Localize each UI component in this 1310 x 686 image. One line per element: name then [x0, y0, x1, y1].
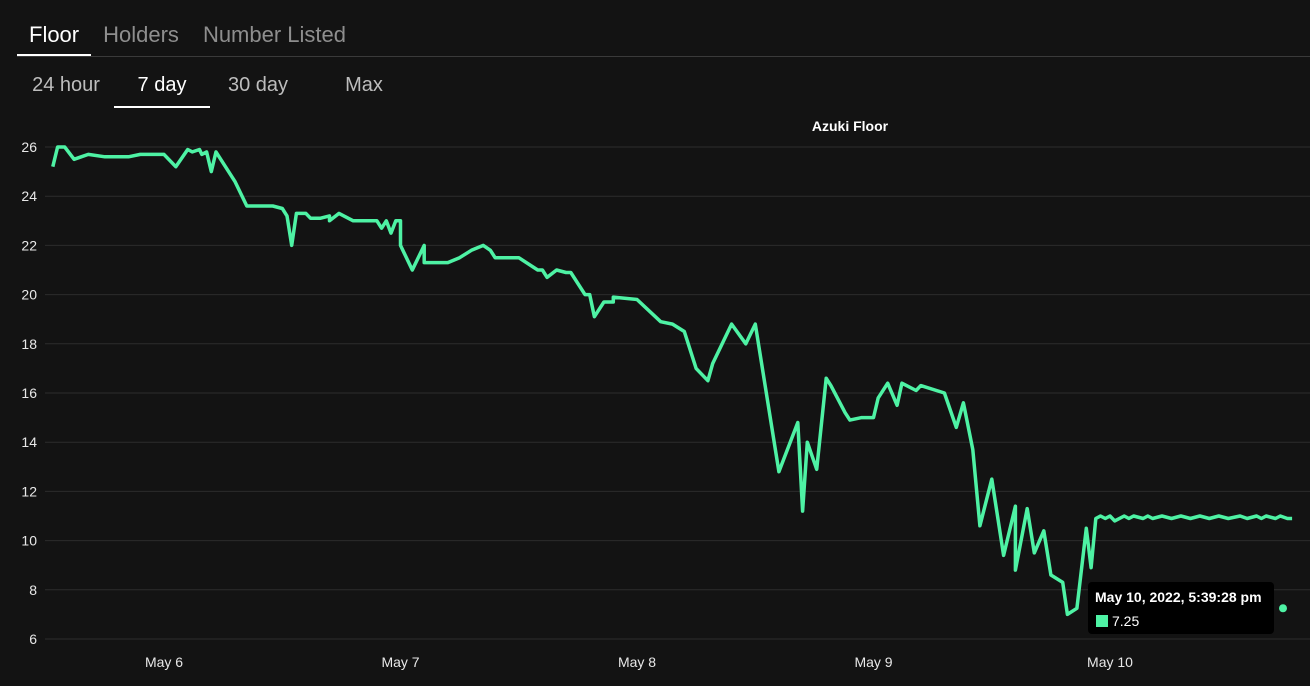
- x-tick-label: May 9: [854, 654, 892, 670]
- y-tick-label: 14: [21, 434, 37, 450]
- y-tick-label: 16: [21, 385, 37, 401]
- hover-point: [1279, 604, 1287, 613]
- tabs-divider: [17, 56, 1310, 57]
- data-tooltip: May 10, 2022, 5:39:28 pm 7.25: [1088, 582, 1274, 634]
- y-tick-label: 10: [21, 533, 37, 549]
- chart-title: Azuki Floor: [812, 118, 889, 134]
- gridlines: [45, 146, 1310, 640]
- range-7-day[interactable]: 7 day: [114, 70, 210, 108]
- tab-holders[interactable]: Holders: [103, 22, 179, 47]
- metric-tabs: Floor Holders Number Listed: [17, 18, 358, 56]
- time-range-tabs: 24 hour 7 day 30 day Max: [18, 70, 412, 108]
- y-tick-label: 18: [21, 336, 37, 352]
- y-axis-ticks: 6 8 10 12 14 16 18 20 22 24 26: [21, 139, 37, 647]
- y-tick-label: 20: [21, 287, 37, 303]
- tooltip-value: 7.25: [1112, 613, 1140, 629]
- tab-floor[interactable]: Floor: [17, 18, 92, 56]
- x-axis-ticks: May 6 May 7 May 8 May 9 May 10: [145, 654, 1133, 670]
- tab-number-listed[interactable]: Number Listed: [202, 22, 347, 47]
- y-tick-label: 22: [21, 237, 37, 253]
- x-tick-label: May 7: [381, 654, 419, 670]
- range-max[interactable]: Max: [345, 74, 383, 96]
- series-line[interactable]: [51, 145, 1293, 617]
- tooltip-swatch: [1096, 615, 1108, 627]
- range-24-hour[interactable]: 24 hour: [32, 74, 100, 96]
- x-tick-label: May 6: [145, 654, 183, 670]
- tooltip-date: May 10, 2022, 5:39:28 pm: [1095, 589, 1262, 605]
- y-tick-label: 26: [21, 139, 37, 155]
- x-tick-label: May 8: [618, 654, 656, 670]
- x-tick-label: May 10: [1087, 654, 1133, 670]
- y-tick-label: 6: [29, 631, 37, 647]
- y-tick-label: 8: [29, 582, 37, 598]
- y-tick-label: 12: [21, 483, 37, 499]
- range-30-day[interactable]: 30 day: [227, 74, 289, 96]
- y-tick-label: 24: [21, 188, 37, 204]
